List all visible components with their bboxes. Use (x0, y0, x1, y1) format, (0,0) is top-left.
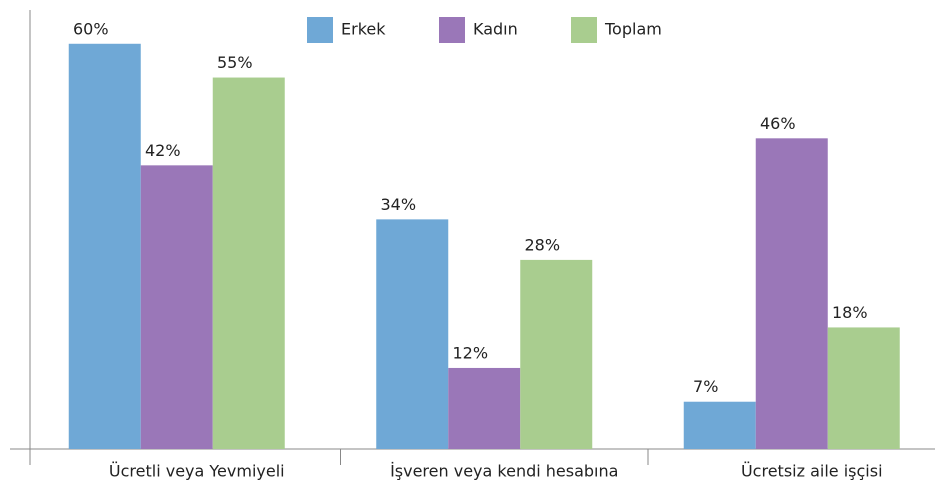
legend-swatch (571, 17, 597, 43)
data-label: 18% (832, 303, 868, 322)
x-tick-label: Ücretli veya Yevmiyeli (109, 462, 285, 481)
data-label: 34% (380, 195, 416, 214)
legend-label: Kadın (473, 20, 518, 39)
legend-label: Toplam (604, 20, 662, 39)
bar (212, 77, 285, 450)
bar (755, 138, 828, 450)
x-tick-label: İşveren veya kendi hesabına (390, 462, 618, 481)
bar (683, 401, 756, 449)
bar (520, 259, 593, 449)
data-label: 60% (73, 19, 109, 38)
data-label: 7% (693, 377, 718, 396)
data-label: 28% (524, 235, 560, 254)
data-label: 12% (452, 343, 488, 362)
bar (68, 43, 141, 450)
x-tick-label: Ücretsiz aile işçisi (741, 462, 883, 481)
data-label: 55% (217, 53, 253, 72)
data-label: 46% (760, 114, 796, 133)
bar (376, 219, 449, 449)
bar (448, 367, 521, 449)
bar (140, 165, 213, 450)
legend-label: Erkek (341, 20, 386, 39)
legend-swatch (307, 17, 333, 43)
bar (827, 327, 900, 449)
legend-swatch (439, 17, 465, 43)
data-label: 42% (145, 141, 181, 160)
